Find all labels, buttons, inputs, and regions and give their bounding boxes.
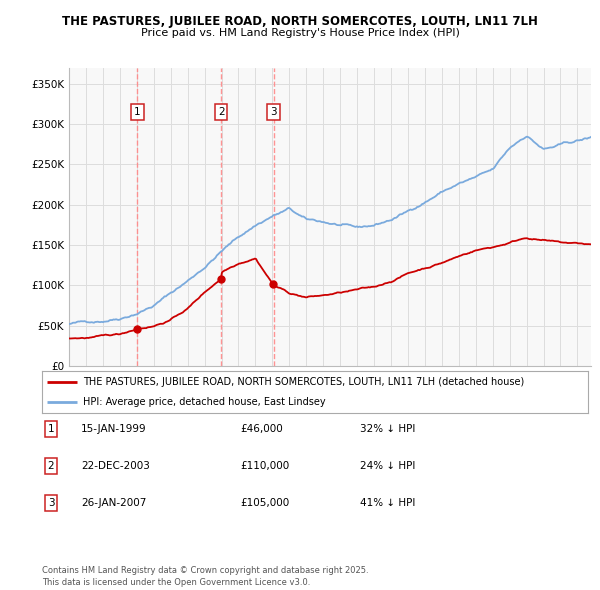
Text: 15-JAN-1999: 15-JAN-1999: [81, 424, 146, 434]
Text: £110,000: £110,000: [240, 461, 289, 471]
Text: 3: 3: [47, 498, 55, 507]
Text: THE PASTURES, JUBILEE ROAD, NORTH SOMERCOTES, LOUTH, LN11 7LH: THE PASTURES, JUBILEE ROAD, NORTH SOMERC…: [62, 15, 538, 28]
Text: 32% ↓ HPI: 32% ↓ HPI: [360, 424, 415, 434]
Text: 2: 2: [218, 107, 224, 117]
Text: 3: 3: [270, 107, 277, 117]
Text: THE PASTURES, JUBILEE ROAD, NORTH SOMERCOTES, LOUTH, LN11 7LH (detached house): THE PASTURES, JUBILEE ROAD, NORTH SOMERC…: [83, 378, 524, 388]
Text: Price paid vs. HM Land Registry's House Price Index (HPI): Price paid vs. HM Land Registry's House …: [140, 28, 460, 38]
Text: 22-DEC-2003: 22-DEC-2003: [81, 461, 150, 471]
Text: 26-JAN-2007: 26-JAN-2007: [81, 498, 146, 507]
Text: 1: 1: [47, 424, 55, 434]
Text: 2: 2: [47, 461, 55, 471]
Text: Contains HM Land Registry data © Crown copyright and database right 2025.
This d: Contains HM Land Registry data © Crown c…: [42, 566, 368, 587]
Text: £46,000: £46,000: [240, 424, 283, 434]
Text: HPI: Average price, detached house, East Lindsey: HPI: Average price, detached house, East…: [83, 398, 326, 407]
Text: 1: 1: [134, 107, 141, 117]
Text: 24% ↓ HPI: 24% ↓ HPI: [360, 461, 415, 471]
Text: £105,000: £105,000: [240, 498, 289, 507]
Text: 41% ↓ HPI: 41% ↓ HPI: [360, 498, 415, 507]
